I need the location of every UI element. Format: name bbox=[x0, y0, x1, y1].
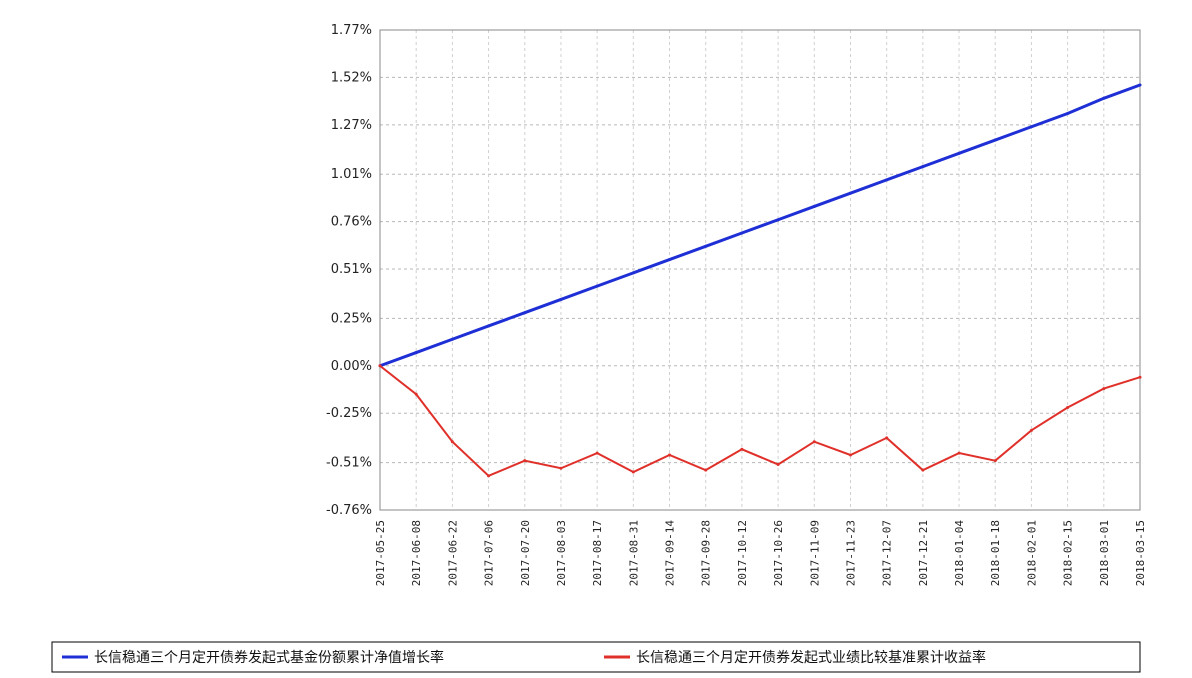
data-point-nav bbox=[848, 191, 852, 195]
data-point-benchmark bbox=[595, 451, 599, 455]
x-tick-label: 2017-07-06 bbox=[483, 520, 496, 586]
data-point-benchmark bbox=[559, 466, 563, 470]
x-tick-label: 2018-02-15 bbox=[1062, 520, 1075, 586]
data-point-benchmark bbox=[1029, 428, 1033, 432]
data-point-benchmark bbox=[668, 453, 672, 457]
data-point-benchmark bbox=[450, 440, 454, 444]
data-point-nav bbox=[776, 218, 780, 222]
y-tick-label: 0.25% bbox=[331, 311, 372, 326]
data-point-nav bbox=[704, 244, 708, 248]
y-tick-label: -0.51% bbox=[326, 456, 372, 471]
x-tick-label: 2017-09-28 bbox=[700, 520, 713, 586]
x-tick-label: 2018-03-01 bbox=[1098, 520, 1111, 586]
data-point-benchmark bbox=[921, 468, 925, 472]
data-point-nav bbox=[668, 258, 672, 262]
x-tick-label: 2017-10-26 bbox=[772, 520, 785, 586]
data-point-benchmark bbox=[740, 447, 744, 451]
x-tick-label: 2017-05-25 bbox=[374, 520, 387, 586]
x-tick-label: 2017-08-17 bbox=[591, 520, 604, 586]
series-layer bbox=[378, 83, 1142, 478]
y-tick-label: 0.51% bbox=[331, 262, 372, 277]
x-tick-label: 2017-06-08 bbox=[410, 520, 423, 586]
x-tick-label: 2017-11-23 bbox=[844, 520, 857, 586]
y-tick-label: -0.25% bbox=[326, 406, 372, 421]
legend-label-benchmark: 长信稳通三个月定开债券发起式业绩比较基准累计收益率 bbox=[636, 649, 986, 666]
y-tick-label: 1.27% bbox=[331, 118, 372, 133]
data-point-nav bbox=[487, 324, 491, 328]
data-point-benchmark bbox=[378, 364, 382, 368]
data-point-nav bbox=[559, 297, 563, 301]
x-tick-label: 2017-09-14 bbox=[664, 520, 677, 587]
data-point-benchmark bbox=[1102, 387, 1106, 391]
y-tick-label: 1.52% bbox=[331, 70, 372, 85]
y-tick-label: 0.76% bbox=[331, 215, 372, 230]
x-tick-label: 2017-10-12 bbox=[736, 520, 749, 586]
data-point-nav bbox=[1138, 83, 1142, 87]
data-point-nav bbox=[993, 138, 997, 142]
plot-frame bbox=[379, 29, 1141, 511]
y-tick-label: 0.00% bbox=[331, 359, 372, 374]
data-point-benchmark bbox=[704, 468, 708, 472]
legend: 长信稳通三个月定开债券发起式基金份额累计净值增长率 长信稳通三个月定开债券发起式… bbox=[51, 641, 1141, 673]
legend-label-nav: 长信稳通三个月定开债券发起式基金份额累计净值增长率 bbox=[94, 649, 444, 666]
y-tick-label: 1.01% bbox=[331, 167, 372, 182]
data-point-benchmark bbox=[523, 459, 527, 463]
data-point-nav bbox=[414, 351, 418, 355]
y-tick-label: -0.76% bbox=[326, 503, 372, 518]
x-tick-label: 2017-11-09 bbox=[808, 520, 821, 586]
data-point-benchmark bbox=[1138, 375, 1142, 379]
y-tick-label: 1.77% bbox=[331, 23, 372, 38]
data-point-benchmark bbox=[414, 392, 418, 396]
data-point-nav bbox=[957, 151, 961, 155]
x-axis-ticks: 2017-05-25 2017-06-08 2017-06-22 2017-07-06… bbox=[374, 520, 1147, 587]
data-point-nav bbox=[595, 284, 599, 288]
data-point-benchmark bbox=[957, 451, 961, 455]
x-tick-label: 2017-06-22 bbox=[446, 520, 459, 586]
data-point-nav bbox=[631, 271, 635, 275]
x-tick-label: 2017-07-20 bbox=[519, 520, 532, 586]
data-point-benchmark bbox=[993, 459, 997, 463]
data-point-benchmark bbox=[631, 470, 635, 474]
data-point-benchmark bbox=[885, 436, 889, 440]
data-point-benchmark bbox=[848, 453, 852, 457]
series-line-benchmark bbox=[379, 365, 1141, 478]
data-point-nav bbox=[740, 231, 744, 235]
data-point-benchmark bbox=[776, 462, 780, 466]
x-tick-label: 2017-12-21 bbox=[917, 520, 930, 586]
y-axis-ticks: 1.77% 1.52% 1.27% 1.01% 0.76% 0.51% 0.25% 0.00%… bbox=[326, 23, 372, 518]
data-point-nav bbox=[921, 165, 925, 169]
data-point-nav bbox=[885, 178, 889, 182]
series-line-nav bbox=[379, 83, 1141, 368]
x-tick-label: 2017-12-07 bbox=[881, 520, 894, 586]
x-tick-label: 2017-08-03 bbox=[555, 520, 568, 586]
x-tick-label: 2018-02-01 bbox=[1025, 520, 1038, 586]
legend-box bbox=[51, 641, 1141, 673]
data-point-nav bbox=[1102, 96, 1106, 100]
x-tick-label: 2017-08-31 bbox=[627, 520, 640, 586]
x-tick-label: 2018-03-15 bbox=[1134, 520, 1147, 586]
data-point-nav bbox=[1066, 111, 1070, 115]
data-point-nav bbox=[812, 204, 816, 208]
grid-layer bbox=[379, 29, 1141, 511]
data-point-benchmark bbox=[812, 440, 816, 444]
data-point-nav bbox=[523, 311, 527, 315]
data-point-nav bbox=[1029, 125, 1033, 129]
data-point-benchmark bbox=[487, 474, 491, 478]
x-tick-label: 2018-01-18 bbox=[989, 520, 1002, 586]
data-point-benchmark bbox=[1066, 406, 1070, 410]
x-tick-label: 2018-01-04 bbox=[953, 520, 966, 587]
data-point-nav bbox=[450, 337, 454, 341]
